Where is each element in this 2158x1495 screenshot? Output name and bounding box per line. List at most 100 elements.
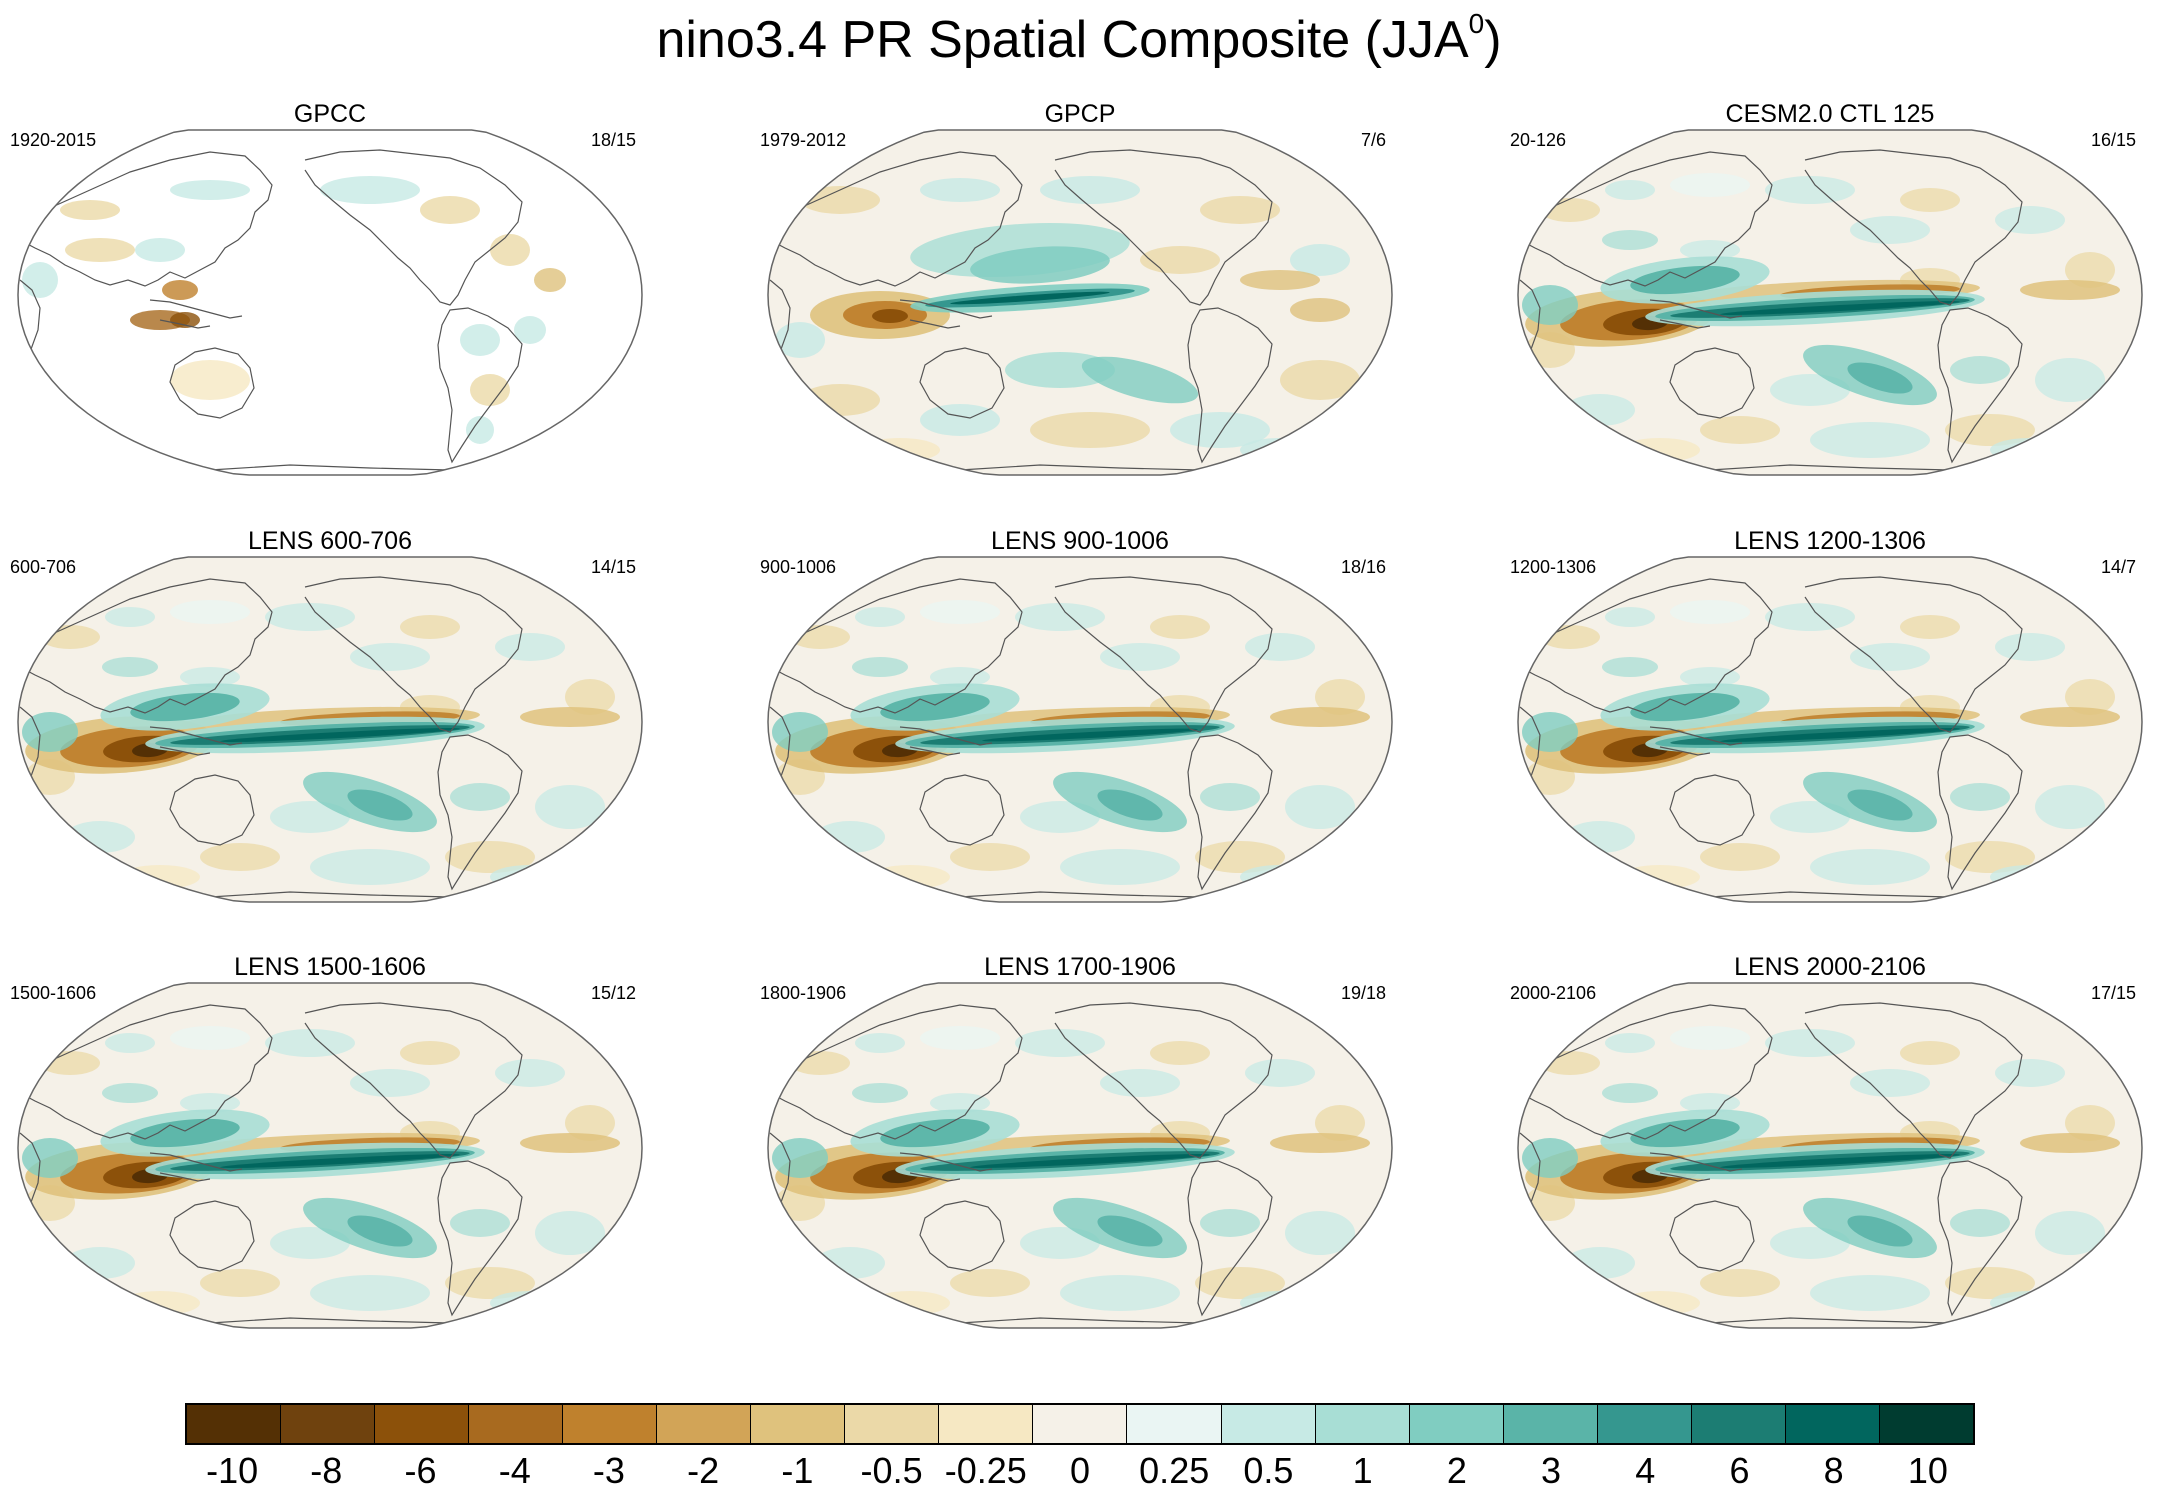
coastline: [1649, 726, 1743, 746]
panel-title: LENS 1700-1906: [984, 953, 1176, 981]
colorbar-swatch: [1315, 1405, 1410, 1443]
coastline: [1187, 307, 1273, 464]
colorbar-tick-label: 0.25: [1139, 1450, 1210, 1491]
colorbar-swatch: [1221, 1405, 1316, 1443]
colorbar-tick-label: 0: [1069, 1450, 1091, 1491]
colorbar-tick-label: -0.25: [944, 1450, 1027, 1491]
coastline: [1649, 1152, 1743, 1172]
map-border: [17, 982, 643, 1329]
coastline: [149, 726, 243, 746]
coastline: [1519, 578, 1773, 714]
coastline: [1937, 307, 2023, 464]
precip-anomaly-field: [22, 600, 620, 889]
precip-anomaly-field: [1522, 1026, 2120, 1315]
coastline: [899, 726, 993, 746]
map-border: [767, 129, 1393, 476]
coastline: [169, 774, 255, 846]
colorbar-swatch: [1127, 1405, 1222, 1443]
map-panel-lens-1700: LENS 1700-1906 1800-1906 19/18: [760, 953, 1460, 1383]
map-plot: [17, 982, 643, 1329]
panel-title: LENS 600-706: [247, 527, 412, 555]
coastline: [1659, 319, 1711, 329]
figure-title-close: ): [1484, 11, 1502, 69]
map-border: [767, 982, 1393, 1329]
coastline: [1937, 734, 2023, 891]
colorbar-swatch: [469, 1405, 564, 1443]
colorbar-swatch: [1409, 1405, 1504, 1443]
colorbar-tick-label: 2: [1446, 1450, 1467, 1491]
coastline: [1519, 151, 1773, 287]
colorbar-swatch: [375, 1405, 470, 1443]
panel-title: GPCP: [1044, 100, 1116, 128]
panel-title: CESM2.0 CTL 125: [1725, 100, 1935, 128]
colorbar-swatch: [657, 1405, 752, 1443]
coastline: [437, 307, 523, 464]
map-panel-lens-1200: LENS 1200-1306 1200-1306 14/7: [1510, 527, 2158, 957]
colorbar-swatch: [845, 1405, 940, 1443]
colorbar-tick-label: -1: [781, 1450, 814, 1491]
coastline: [159, 1172, 211, 1182]
coastline: [149, 299, 243, 319]
coastline: [1054, 576, 1273, 733]
coastline: [1649, 299, 1743, 319]
coastline: [1054, 1002, 1273, 1159]
panel-count: 14/15: [590, 557, 636, 577]
coastline: [1937, 1160, 2023, 1317]
panel-title: LENS 2000-2106: [1734, 953, 1926, 981]
colorbar-tick-label: 8: [1823, 1450, 1844, 1491]
colorbar-swatch: [1785, 1405, 1880, 1443]
coastline: [909, 746, 961, 756]
colorbar-labels: -10 -8 -6 -4 -3 -2 -1 -0.5 -0.25 0 0.25 0.5 1 2 3 4 6 8 10: [185, 1450, 1975, 1495]
precip-anomaly-field: [22, 1026, 620, 1315]
precip-anomaly-field: [1522, 600, 2120, 889]
coastline: [769, 151, 1023, 287]
coastline: [304, 576, 523, 733]
map-border: [1517, 129, 2143, 476]
panel-period: 1200-1306: [1510, 557, 1597, 577]
map-panel-lens-600: LENS 600-706 600-706 14/15: [10, 527, 710, 957]
map-plot: [767, 982, 1393, 1329]
map-border: [767, 556, 1393, 903]
coastline: [1659, 746, 1711, 756]
figure-title-text: nino3.4 PR Spatial Composite (JJA: [656, 11, 1469, 69]
coastline: [919, 1200, 1005, 1272]
colorbar-tick-label: -0.5: [860, 1450, 923, 1491]
colorbar-tick-label: -2: [687, 1450, 720, 1491]
colorbar-swatch: [281, 1405, 376, 1443]
panel-count: 18/16: [1340, 557, 1386, 577]
coastline: [769, 578, 1023, 714]
panel-count: 15/12: [590, 983, 636, 1003]
panel-count: 14/7: [2100, 557, 2136, 577]
coastline: [1669, 1200, 1755, 1272]
panel-title: LENS 1500-1606: [234, 953, 426, 981]
panel-period: 2000-2106: [1510, 983, 1597, 1003]
map-border: [1517, 982, 2143, 1329]
coastline: [919, 774, 1005, 846]
panel-period: 20-126: [1510, 130, 1567, 150]
panel-period: 1979-2012: [760, 130, 847, 150]
colorbar-tick-label: -4: [498, 1450, 531, 1491]
map-plot: [1517, 982, 2143, 1329]
colorbar-swatch: [1879, 1405, 1973, 1443]
map-plot: [1517, 129, 2143, 476]
panel-title: LENS 900-1006: [991, 527, 1169, 555]
panel-period: 1800-1906: [760, 983, 847, 1003]
colorbar-swatch: [187, 1405, 282, 1443]
panel-period: 1500-1606: [10, 983, 97, 1003]
map-border: [1517, 556, 2143, 903]
colorbar-tick-label: -3: [592, 1450, 625, 1491]
colorbar-tick-label: 4: [1635, 1450, 1656, 1491]
map-border: [17, 129, 643, 476]
map-panel-gpcp: GPCP 1979-2012 7/6: [760, 100, 1460, 530]
coastline: [304, 1002, 523, 1159]
figure-title: nino3.4 PR Spatial Composite (JJA0): [0, 8, 2158, 70]
map-plot: [1517, 556, 2143, 903]
coastline: [899, 1152, 993, 1172]
map-border: [17, 556, 643, 903]
coastline: [769, 1004, 1023, 1140]
panel-count: 17/15: [2090, 983, 2136, 1003]
coastline: [1187, 1160, 1273, 1317]
colorbar-swatch: [1691, 1405, 1786, 1443]
coastline: [1659, 1172, 1711, 1182]
panel-period: 900-1006: [760, 557, 837, 577]
